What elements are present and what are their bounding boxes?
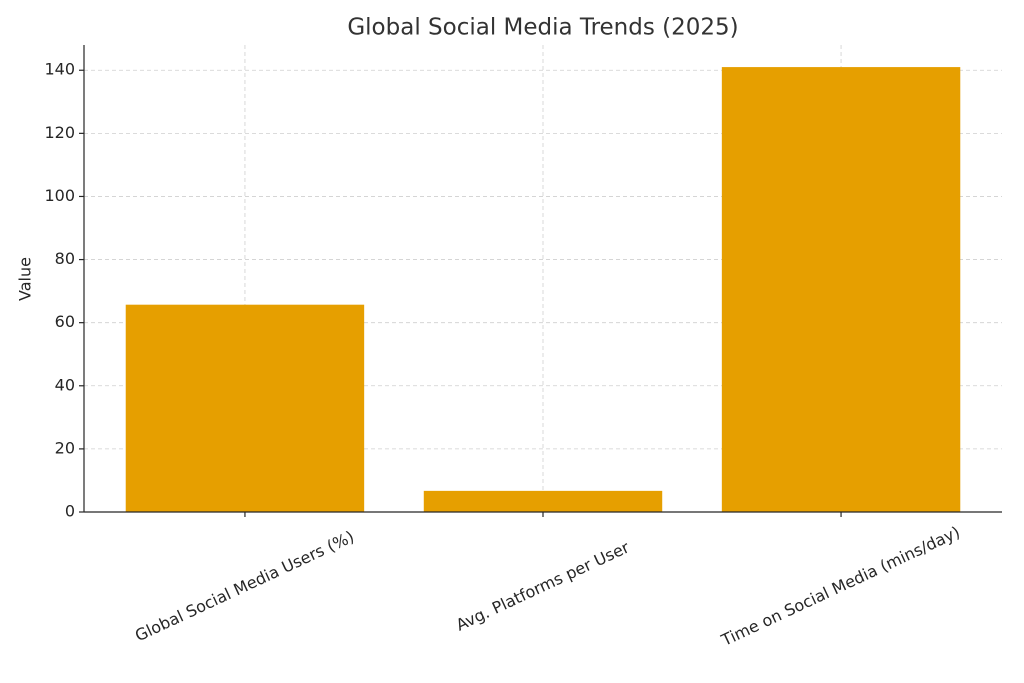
y-tick-label: 100: [44, 186, 75, 205]
y-tick-label: 0: [65, 502, 75, 521]
chart-title: Global Social Media Trends (2025): [347, 15, 738, 41]
x-tick-label: Avg. Platforms per User: [453, 537, 633, 634]
x-tick-label: Time on Social Media (mins/day): [718, 522, 963, 650]
bar: [423, 490, 663, 512]
x-tick-label: Global Social Media Users (%): [132, 527, 357, 645]
y-tick-label: 80: [55, 249, 75, 268]
y-tick-label: 40: [55, 375, 75, 394]
y-tick-label: 60: [55, 312, 75, 331]
y-axis-label: Value: [16, 257, 35, 301]
y-tick-label: 120: [44, 123, 75, 142]
y-tick-label: 20: [55, 438, 75, 457]
y-tick-label: 140: [44, 60, 75, 79]
bar: [721, 67, 961, 513]
bar: [125, 304, 365, 512]
